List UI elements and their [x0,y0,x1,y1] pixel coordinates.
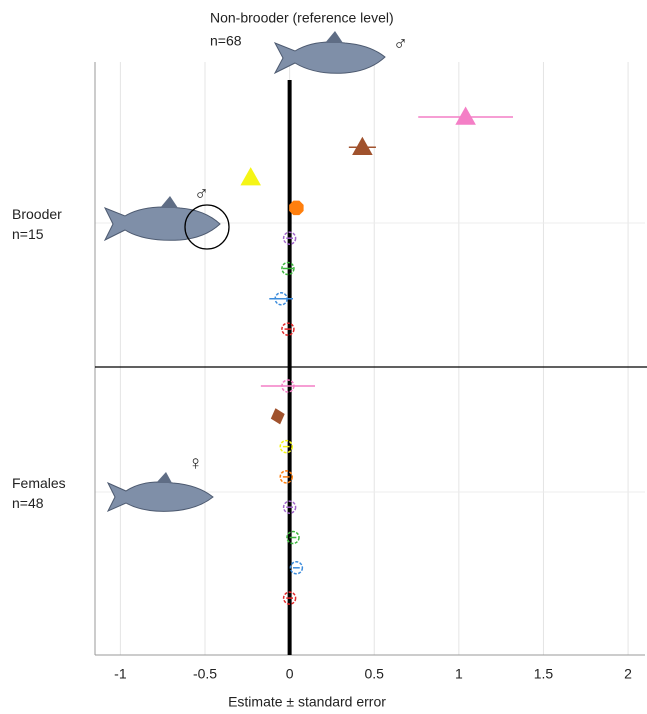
marker [272,409,284,423]
category-count: n=48 [12,495,44,511]
category-label: Females [12,475,66,491]
sex-symbol: ♂ [393,32,408,54]
x-tick-label: 0 [286,666,294,682]
marker [242,169,260,185]
x-tick-label: -1 [114,666,127,682]
x-tick-label: 1 [455,666,463,682]
category-label: Brooder [12,206,62,222]
reference-count: n=68 [210,33,242,49]
fish-female [108,472,213,511]
marker [353,138,371,154]
x-tick-label: -0.5 [193,666,217,682]
x-tick-label: 1.5 [534,666,554,682]
sex-symbol: ♀ [188,452,203,474]
x-axis-title: Estimate ± standard error [228,694,386,710]
x-tick-label: 2 [624,666,632,682]
fish-illustrations [105,31,385,511]
x-tick-label: 0.5 [364,666,384,682]
reference-label: Non-brooder (reference level) [210,10,394,26]
chart: -1 -0.5 0 0.5 1 1.5 2 Brooder n=15 Females n=48 Non… [0,0,647,714]
sex-symbol: ♂ [194,182,209,204]
category-count: n=15 [12,226,44,242]
fish-reference [275,31,385,73]
marker [290,201,303,214]
